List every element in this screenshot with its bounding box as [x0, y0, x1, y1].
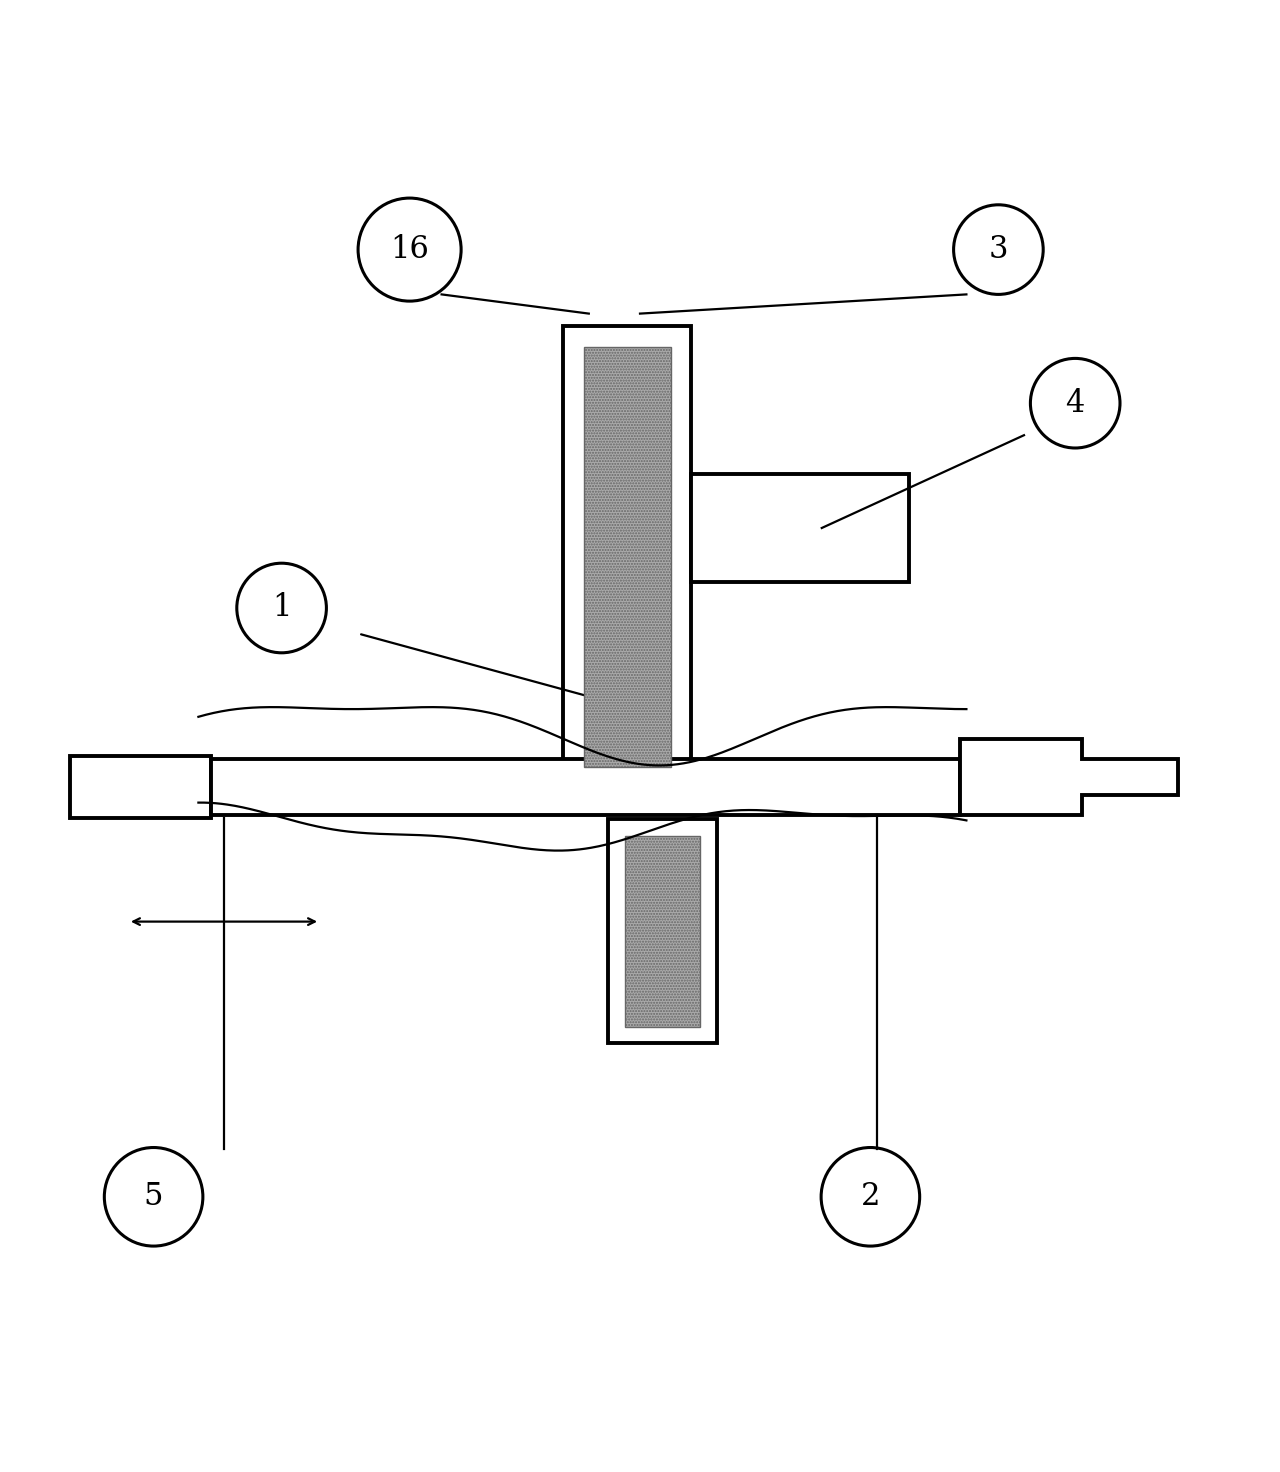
Polygon shape: [960, 739, 1178, 815]
Bar: [563, 327, 691, 788]
Bar: [625, 836, 700, 1026]
Bar: [608, 820, 717, 1044]
Bar: [584, 347, 671, 767]
Text: 4: 4: [1065, 387, 1085, 418]
Bar: [70, 757, 211, 818]
Text: 16: 16: [390, 234, 429, 265]
Text: 5: 5: [143, 1182, 164, 1213]
Text: 2: 2: [860, 1182, 881, 1213]
Bar: [691, 474, 909, 583]
Bar: [211, 760, 960, 815]
Text: 1: 1: [271, 593, 292, 624]
Text: 3: 3: [988, 234, 1009, 265]
